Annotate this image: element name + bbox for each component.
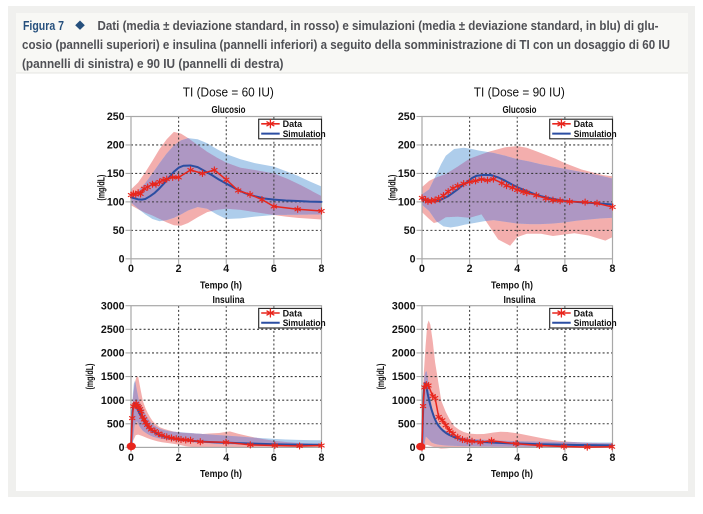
svg-text:(pannelli di sinistra) e 90 IU: (pannelli di sinistra) e 90 IU (pannelli…	[22, 56, 284, 71]
svg-text:2000: 2000	[392, 348, 416, 360]
svg-text:8: 8	[319, 452, 325, 464]
svg-text:Tempo (h): Tempo (h)	[491, 279, 533, 291]
svg-text:0: 0	[128, 263, 134, 275]
svg-text:Data: Data	[574, 119, 594, 129]
svg-text:2000: 2000	[101, 348, 125, 360]
svg-text:3000: 3000	[101, 300, 125, 312]
svg-text:8: 8	[610, 452, 616, 464]
svg-text:Insulina: Insulina	[504, 294, 536, 306]
svg-text:0: 0	[119, 253, 125, 265]
svg-text:2: 2	[467, 452, 473, 464]
svg-text:250: 250	[107, 111, 125, 123]
svg-text:6: 6	[562, 263, 568, 275]
svg-text:500: 500	[398, 418, 416, 430]
svg-text:Figura 7: Figura 7	[23, 18, 64, 33]
svg-text:2: 2	[176, 452, 182, 464]
svg-text:6: 6	[562, 452, 568, 464]
svg-text:500: 500	[107, 418, 125, 430]
svg-text:Tempo (h): Tempo (h)	[200, 279, 242, 291]
svg-text:Tempo (h): Tempo (h)	[491, 468, 533, 480]
svg-text:50: 50	[404, 225, 416, 237]
svg-text:200: 200	[398, 140, 416, 152]
svg-text:0: 0	[410, 442, 416, 454]
svg-text:4: 4	[514, 452, 520, 464]
svg-text:2: 2	[176, 263, 182, 275]
svg-text:200: 200	[107, 140, 125, 152]
svg-text:2500: 2500	[101, 324, 125, 336]
svg-text:1000: 1000	[392, 395, 416, 407]
svg-text:0: 0	[419, 452, 425, 464]
svg-text:Glucosio: Glucosio	[503, 104, 537, 116]
svg-text:(mg/dL): (mg/dL)	[85, 364, 96, 390]
svg-text:Simulation: Simulation	[283, 129, 326, 139]
svg-text:Simulation: Simulation	[574, 129, 617, 139]
svg-text:1500: 1500	[101, 371, 125, 383]
svg-text:250: 250	[398, 111, 416, 123]
svg-text:Simulation: Simulation	[574, 318, 617, 328]
svg-text:Tempo (h): Tempo (h)	[200, 468, 242, 480]
svg-text:2500: 2500	[392, 324, 416, 336]
svg-text:TI (Dose = 60 IU): TI (Dose = 60 IU)	[183, 84, 274, 99]
svg-text:150: 150	[107, 168, 125, 180]
svg-text:0: 0	[119, 442, 125, 454]
svg-text:0: 0	[128, 452, 134, 464]
svg-text:Simulation: Simulation	[283, 318, 326, 328]
svg-text:Data: Data	[574, 308, 594, 318]
svg-text:(mg/dL): (mg/dL)	[97, 175, 108, 201]
svg-text:150: 150	[398, 168, 416, 180]
svg-text:Data: Data	[283, 119, 303, 129]
svg-text:(mg/dL): (mg/dL)	[388, 175, 399, 201]
svg-text:6: 6	[271, 452, 277, 464]
svg-text:8: 8	[610, 263, 616, 275]
svg-text:TI (Dose = 90 IU): TI (Dose = 90 IU)	[474, 84, 565, 99]
svg-text:0: 0	[419, 263, 425, 275]
svg-text:6: 6	[271, 263, 277, 275]
svg-text:4: 4	[223, 452, 229, 464]
svg-text:Data: Data	[283, 308, 303, 318]
svg-text:100: 100	[107, 196, 125, 208]
svg-text:1500: 1500	[392, 371, 416, 383]
svg-text:Insulina: Insulina	[213, 294, 245, 306]
svg-text:(mg/dL): (mg/dL)	[376, 364, 387, 390]
svg-text:4: 4	[514, 263, 520, 275]
svg-text:2: 2	[467, 263, 473, 275]
svg-text:1000: 1000	[101, 395, 125, 407]
svg-text:cosio (pannelli superiori) e i: cosio (pannelli superiori) e insulina (p…	[22, 37, 670, 52]
svg-text:Dati (media ± deviazione stand: Dati (media ± deviazione standard, in ro…	[98, 18, 659, 33]
svg-text:8: 8	[319, 263, 325, 275]
svg-text:0: 0	[410, 253, 416, 265]
svg-text:100: 100	[398, 196, 416, 208]
svg-text:3000: 3000	[392, 300, 416, 312]
svg-text:4: 4	[223, 263, 229, 275]
svg-text:50: 50	[113, 225, 125, 237]
svg-text:Glucosio: Glucosio	[212, 104, 246, 116]
